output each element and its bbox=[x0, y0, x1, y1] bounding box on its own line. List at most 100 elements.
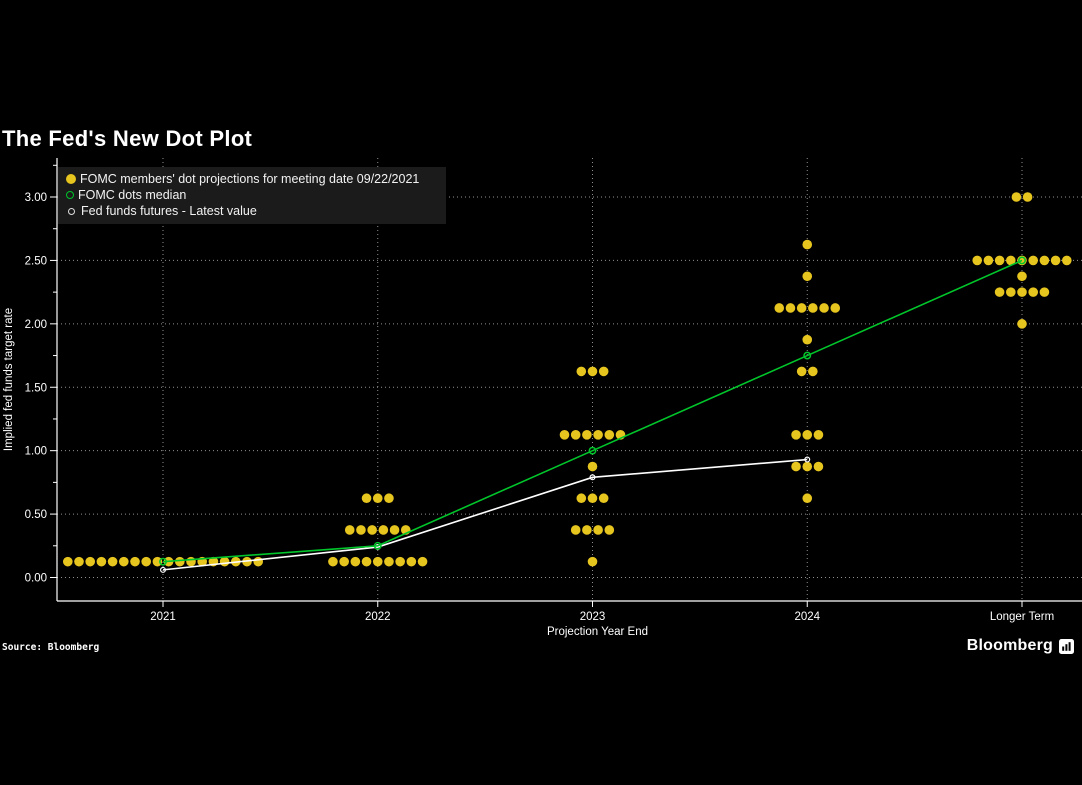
fomc-dot bbox=[1062, 255, 1072, 266]
fomc-dot bbox=[570, 525, 581, 535]
fomc-dot bbox=[604, 430, 615, 440]
bloomberg-logo: Bloomberg bbox=[967, 637, 1074, 655]
page-title: The Fed's New Dot Plot bbox=[2, 126, 253, 151]
median-line bbox=[159, 256, 1026, 566]
fomc-dot bbox=[74, 556, 84, 567]
fomc-dot bbox=[1006, 255, 1016, 266]
fomc-dot bbox=[1039, 287, 1050, 297]
y-tick-label: 0.50 bbox=[25, 509, 47, 521]
fomc-dot bbox=[587, 461, 598, 472]
fomc-dot bbox=[1028, 287, 1038, 297]
fomc-dot bbox=[813, 430, 824, 440]
fomc-dot bbox=[395, 556, 405, 567]
x-tick-label: Longer Term bbox=[990, 611, 1054, 623]
y-axis-title: Implied fed funds target rate bbox=[3, 308, 15, 451]
bloomberg-wordmark: Bloomberg bbox=[966, 637, 1053, 654]
fomc-dot bbox=[253, 556, 263, 567]
fomc-dot bbox=[344, 525, 355, 535]
fomc-dot bbox=[819, 303, 829, 313]
x-tick-label: 2024 bbox=[794, 611, 820, 623]
y-tick-label: 3.00 bbox=[25, 192, 47, 204]
median-marker bbox=[803, 351, 812, 360]
fomc-dot bbox=[367, 525, 377, 535]
fomc-dot bbox=[175, 556, 185, 567]
fomc-dot bbox=[791, 430, 801, 440]
fomc-dot bbox=[559, 430, 570, 440]
y-tick-label: 2.50 bbox=[25, 255, 47, 267]
fomc-dot bbox=[582, 430, 592, 440]
fomc-dot bbox=[350, 556, 361, 567]
median-marker bbox=[588, 446, 597, 455]
fomc-dot bbox=[598, 366, 609, 377]
fomc-dot bbox=[1006, 287, 1016, 297]
futures-circle-icon bbox=[68, 207, 75, 215]
fomc-dot bbox=[384, 493, 394, 504]
fomc-dot bbox=[361, 556, 372, 567]
fomc-dot bbox=[328, 556, 338, 567]
fomc-dot bbox=[96, 556, 107, 567]
fomc-dot bbox=[141, 556, 151, 567]
y-tick-label: 1.50 bbox=[25, 382, 47, 394]
fomc-dot bbox=[152, 556, 163, 567]
fomc-dot bbox=[796, 303, 807, 313]
median-marker bbox=[373, 541, 382, 550]
fomc-dot bbox=[593, 525, 603, 535]
fomc-dot bbox=[808, 303, 818, 313]
x-axis-title: Projection Year End bbox=[547, 626, 648, 638]
fomc-dot bbox=[802, 239, 813, 250]
fomc-dot-icon bbox=[66, 174, 76, 184]
fomc-dot bbox=[1017, 271, 1027, 282]
legend-item-median: FOMC dots median bbox=[66, 187, 438, 203]
fomc-dot bbox=[972, 255, 982, 266]
fomc-dot bbox=[186, 556, 196, 567]
y-tick-label: 1.00 bbox=[25, 446, 47, 458]
fomc-dot bbox=[417, 556, 428, 567]
fomc-dot bbox=[802, 493, 813, 504]
median-circle-icon bbox=[66, 191, 74, 199]
gridlines bbox=[57, 158, 1082, 601]
fomc-dot bbox=[587, 493, 598, 504]
median-marker bbox=[1018, 256, 1026, 265]
fomc-dot bbox=[774, 303, 785, 313]
source-note: Source: Bloomberg bbox=[2, 642, 100, 653]
fomc-dot bbox=[994, 287, 1005, 297]
median-marker bbox=[159, 557, 167, 566]
y-tick-label: 2.00 bbox=[25, 319, 47, 331]
legend-label: Fed funds futures - Latest value bbox=[81, 204, 257, 218]
fomc-dot bbox=[372, 493, 383, 504]
fomc-dot bbox=[1028, 255, 1038, 266]
fomc-dot bbox=[372, 556, 383, 567]
bloomberg-terminal-icon bbox=[1059, 638, 1074, 654]
fomc-dot bbox=[582, 525, 592, 535]
fomc-dot bbox=[604, 525, 615, 535]
fomc-dot bbox=[576, 366, 587, 377]
fomc-dot bbox=[389, 525, 400, 535]
fomc-dot bbox=[1017, 287, 1027, 297]
fomc-dot bbox=[983, 255, 994, 266]
fomc-dot bbox=[587, 366, 598, 377]
legend-label: FOMC dots median bbox=[78, 188, 187, 202]
fomc-dot bbox=[219, 556, 230, 567]
fomc-dot bbox=[356, 525, 366, 535]
fomc-dot bbox=[576, 493, 587, 504]
fomc-dot bbox=[802, 271, 813, 282]
fomc-dot bbox=[791, 461, 801, 472]
fomc-dot bbox=[808, 366, 818, 377]
fomc-dot bbox=[796, 366, 807, 377]
fomc-dot bbox=[570, 430, 581, 440]
fomc-dot bbox=[378, 525, 389, 535]
fomc-dot bbox=[785, 303, 796, 313]
fomc-dot bbox=[802, 461, 813, 472]
fomc-dot bbox=[1039, 255, 1050, 266]
fomc-dot bbox=[802, 430, 813, 440]
fomc-dot bbox=[119, 556, 129, 567]
legend-label: FOMC members' dot projections for meetin… bbox=[80, 172, 420, 186]
x-tick-label: 2023 bbox=[580, 611, 606, 623]
futures-marker bbox=[160, 566, 167, 573]
x-tick-label: 2022 bbox=[365, 611, 391, 623]
fomc-dot bbox=[361, 493, 372, 504]
futures-marker bbox=[804, 456, 811, 463]
fomc-dot bbox=[384, 556, 394, 567]
